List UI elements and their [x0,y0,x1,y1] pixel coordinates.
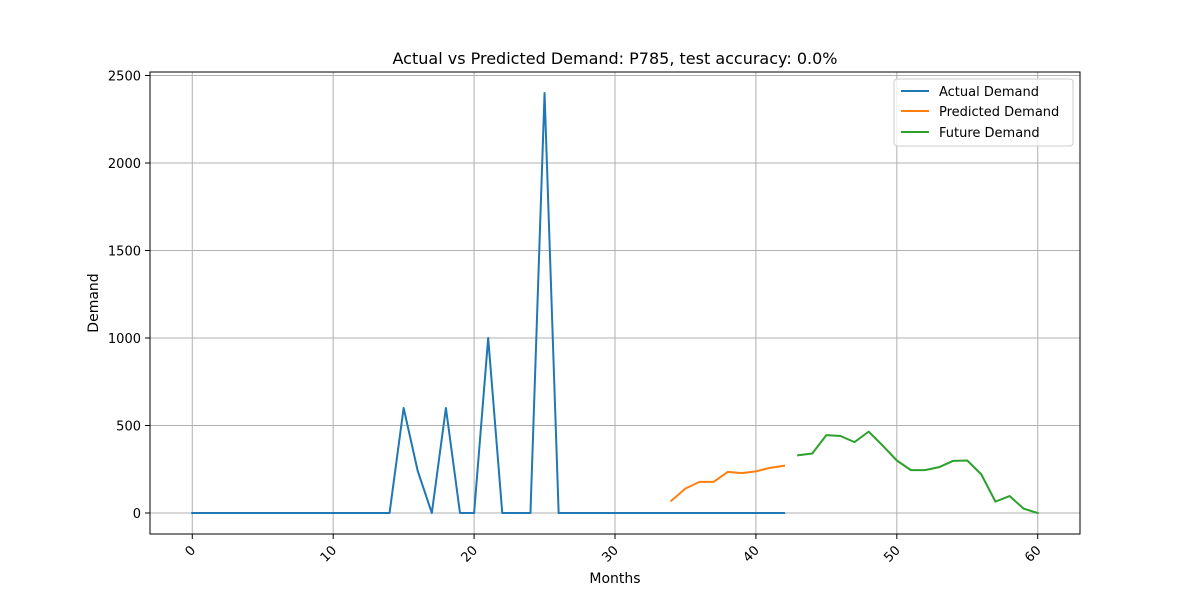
y-tick-label: 500 [116,420,141,435]
series-lines [191,92,1039,515]
y-tick-label: 1500 [108,245,141,260]
y-tick-label: 2500 [108,70,141,85]
chart-title: Actual vs Predicted Demand: P785, test a… [393,49,838,68]
legend-label-future: Future Demand [939,126,1040,141]
legend-box [893,78,1074,147]
y-axis-label: Demand [86,273,102,332]
y-tick-label: 0 [133,507,141,522]
legend-label-actual: Actual Demand [939,85,1039,100]
legend-label-predicted: Predicted Demand [939,105,1059,120]
x-axis-label: Months [589,571,640,587]
legend: Actual Demand Predicted Demand Future De… [893,78,1074,147]
predicted-demand-line [669,464,786,503]
future-demand-line [797,430,1039,515]
actual-demand-line [191,92,786,514]
y-tick-label: 1000 [108,332,141,347]
y-tick-label: 2000 [108,157,141,172]
